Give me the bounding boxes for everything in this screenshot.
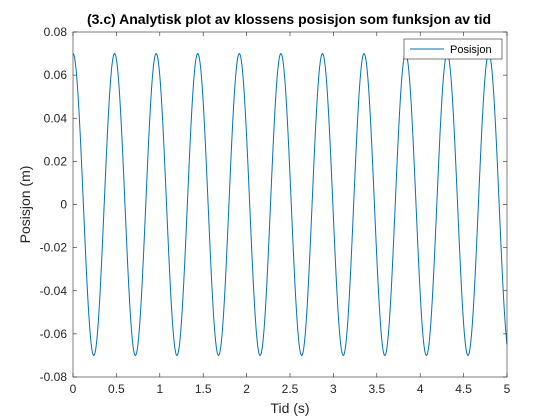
series-layer xyxy=(72,52,508,357)
y-tick-label: -0.08 xyxy=(40,370,68,384)
y-axis-title: Posisjon (m) xyxy=(17,166,33,244)
x-tick-label: 4.5 xyxy=(455,382,472,396)
series-line-posisjon xyxy=(72,52,508,357)
y-tick-label: 0.04 xyxy=(44,111,68,125)
x-tick-label: 1 xyxy=(156,382,163,396)
y-tick-label: -0.04 xyxy=(40,284,68,298)
x-tick-label: 3 xyxy=(330,382,337,396)
axes-frame xyxy=(72,31,508,378)
x-axis-ticks: 0 0.5 1 1.5 2 2.5 3 3.5 4 4.5 5 xyxy=(70,32,511,396)
x-tick-label: 4 xyxy=(417,382,424,396)
x-tick-label: 1.5 xyxy=(195,382,212,396)
y-axis-ticks: -0.08 -0.06 -0.04 -0.02 0 0.02 0.04 0.06 0.08 xyxy=(40,25,507,384)
x-tick-label: 5 xyxy=(504,382,511,396)
y-tick-label: -0.06 xyxy=(40,327,68,341)
y-tick-label: 0.06 xyxy=(44,68,68,82)
x-tick-label: 0.5 xyxy=(108,382,125,396)
x-tick-label: 3.5 xyxy=(368,382,385,396)
x-tick-label: 2 xyxy=(243,382,250,396)
y-tick-label: 0 xyxy=(60,198,67,212)
y-tick-label: 0.08 xyxy=(44,25,68,39)
y-tick-label: 0.02 xyxy=(44,154,68,168)
y-tick-label: -0.02 xyxy=(40,241,68,255)
x-tick-label: 2.5 xyxy=(282,382,299,396)
chart-title: (3.c) Analytisk plot av klossens posisjo… xyxy=(87,11,491,27)
plot-area xyxy=(73,32,507,377)
legend-label: Posisjon xyxy=(450,44,492,56)
legend-box xyxy=(403,38,503,60)
x-axis-title: Tid (s) xyxy=(270,400,309,416)
x-tick-label: 0 xyxy=(70,382,77,396)
legend: Posisjon xyxy=(403,38,503,60)
